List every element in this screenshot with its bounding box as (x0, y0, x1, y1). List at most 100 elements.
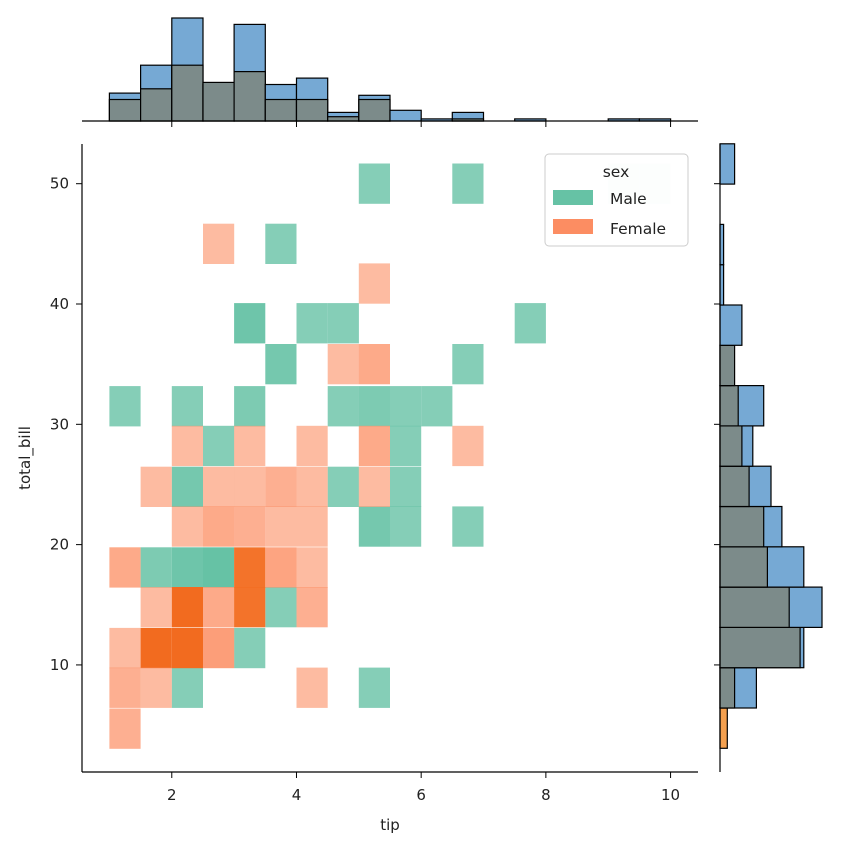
marginal-y-bar-female-4 (719, 546, 769, 588)
heatmap-cell-female-43 (203, 466, 235, 507)
joint-histogram-cells (109, 163, 671, 749)
heatmap-cell-female-66 (109, 667, 141, 708)
heatmap-cell-female-44 (234, 466, 266, 507)
heatmap-cell-female-55 (265, 547, 297, 588)
heatmap-cell-female-41 (452, 425, 484, 467)
marginal-y-bar-female-2 (719, 626, 801, 669)
y-tick-label-2: 30 (50, 415, 69, 433)
x-tick-label-4: 10 (661, 786, 680, 804)
heatmap-cell-male-0 (109, 386, 141, 427)
heatmap-cell-female-50 (234, 506, 266, 547)
marginal-x-bar-female-6 (295, 98, 329, 122)
marginal-x-bar-female-4 (233, 70, 266, 122)
marginal-y-bar-male-14 (719, 143, 736, 185)
legend-swatch-female (553, 219, 593, 234)
heatmap-cell-male-12 (234, 303, 266, 344)
heatmap-cell-female-48 (171, 506, 203, 547)
heatmap-cell-female-54 (234, 547, 266, 588)
heatmap-cell-male-23 (358, 506, 390, 547)
x-tick-label-3: 8 (541, 786, 551, 804)
legend-label-female: Female (610, 220, 666, 238)
heatmap-cell-male-20 (171, 466, 203, 507)
heatmap-cell-female-59 (203, 587, 235, 628)
heatmap-cell-male-8 (452, 163, 484, 204)
marginal-y-bar-female-1 (719, 667, 736, 709)
heatmap-cell-female-35 (327, 344, 359, 385)
heatmap-cell-male-31 (171, 667, 203, 708)
heatmap-cell-female-53 (109, 547, 141, 588)
heatmap-cell-male-16 (265, 344, 297, 385)
x-tick-label-0: 2 (167, 786, 177, 804)
x-tick-label-2: 6 (416, 786, 426, 804)
heatmap-cell-male-29 (265, 587, 297, 628)
heatmap-cell-male-17 (452, 344, 484, 385)
y-tick-label-0: 10 (50, 656, 69, 674)
heatmap-cell-male-30 (234, 627, 266, 669)
heatmap-cell-female-56 (296, 547, 328, 588)
heatmap-cell-female-63 (140, 627, 172, 669)
heatmap-cell-male-22 (390, 466, 422, 507)
heatmap-cell-female-62 (109, 627, 141, 669)
heatmap-cell-male-32 (358, 667, 390, 708)
heatmap-cell-female-34 (358, 263, 390, 304)
marginal-y-bar-female-3 (719, 586, 790, 628)
heatmap-cell-female-40 (358, 425, 390, 467)
heatmap-cell-male-21 (327, 466, 359, 507)
heatmap-cell-male-24 (390, 506, 422, 547)
heatmap-cell-male-18 (203, 425, 235, 467)
heatmap-cell-male-13 (296, 303, 328, 344)
marginal-x-bar-female-3 (202, 81, 235, 122)
heatmap-cell-male-19 (390, 425, 422, 467)
marginal-y-bar-female-7 (719, 425, 743, 467)
marginal-x-bar-female-0 (108, 98, 142, 122)
heatmap-cell-female-60 (234, 587, 266, 628)
heatmap-cell-female-68 (296, 667, 328, 708)
legend: sex Male Female (544, 153, 689, 247)
legend-label-male: Male (610, 190, 647, 208)
x-tick-label-1: 4 (292, 786, 302, 804)
heatmap-cell-female-46 (296, 466, 328, 507)
heatmap-cell-female-37 (171, 425, 203, 467)
marginal-y-bar-female-5 (719, 505, 765, 548)
marginal-x-bar-female-2 (171, 64, 204, 122)
marginal-y-bar-female-6 (719, 465, 750, 508)
heatmap-cell-female-38 (234, 425, 266, 467)
heatmap-cell-male-7 (358, 163, 390, 204)
heatmap-cell-female-61 (296, 587, 328, 628)
heatmap-cell-female-39 (296, 425, 328, 467)
axes: 2 4 6 8 10 10 20 30 40 50 (50, 120, 721, 804)
heatmap-cell-male-11 (265, 223, 297, 264)
marginal-x-histogram (108, 17, 672, 122)
heatmap-cell-male-26 (140, 547, 172, 588)
heatmap-cell-female-67 (140, 667, 172, 708)
heatmap-cell-female-49 (203, 506, 235, 547)
heatmap-cell-male-25 (452, 506, 484, 547)
marginal-x-bar-female-7 (327, 116, 360, 122)
marginal-y-bar-female-8 (719, 385, 739, 427)
heatmap-cell-male-27 (171, 547, 203, 588)
heatmap-cell-male-5 (390, 386, 422, 427)
heatmap-cell-female-69 (109, 708, 141, 749)
marginal-y-bar-female-0 (719, 707, 728, 749)
y-tick-label-1: 20 (50, 536, 69, 554)
marginal-x-bar-male-9 (389, 109, 422, 122)
heatmap-cell-female-57 (140, 587, 172, 628)
heatmap-cell-female-65 (203, 627, 235, 669)
heatmap-cell-male-4 (358, 386, 390, 427)
marginal-x-bar-female-8 (358, 98, 391, 122)
y-tick-label-3: 40 (50, 295, 69, 313)
marginal-x-bar-female-1 (140, 88, 173, 122)
legend-title: sex (603, 163, 630, 181)
heatmap-cell-female-42 (140, 466, 172, 507)
marginal-y-histogram (719, 143, 823, 749)
legend-swatch-male (553, 190, 593, 205)
heatmap-cell-male-14 (327, 303, 359, 344)
heatmap-cell-male-15 (514, 303, 546, 344)
heatmap-cell-male-3 (327, 386, 359, 427)
heatmap-cell-male-28 (203, 547, 235, 588)
heatmap-cell-female-47 (358, 466, 390, 507)
y-axis-label: total_bill (16, 426, 35, 490)
heatmap-cell-female-64 (171, 627, 203, 669)
heatmap-cell-male-2 (234, 386, 266, 427)
